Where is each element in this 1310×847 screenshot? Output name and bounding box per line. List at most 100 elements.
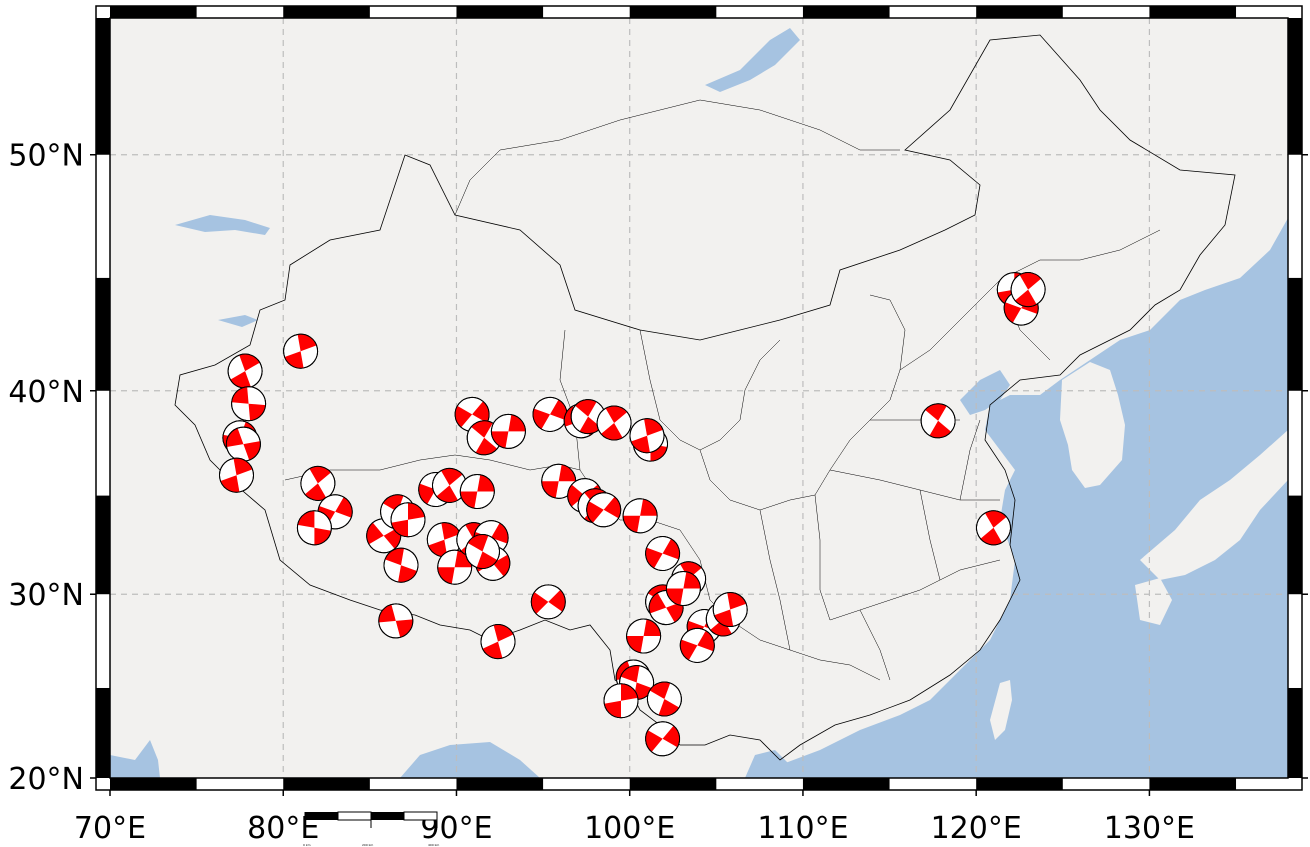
beachball-quadrant [579, 416, 602, 434]
beachball-12 [390, 502, 426, 538]
beachball-quadrant [491, 431, 509, 449]
beachball-outline [383, 547, 419, 583]
beachball-quadrant [297, 510, 315, 528]
beachball-32 [596, 405, 632, 441]
frame-bar-bottom-80 [283, 778, 370, 790]
focal-mechanisms [219, 272, 1046, 757]
beachball-19 [437, 549, 473, 585]
beachball-quadrant [567, 484, 585, 507]
beachball-47 [712, 592, 748, 627]
beachball-quadrant [626, 635, 644, 653]
frame-bar-top-90 [456, 6, 544, 18]
y-tick-label-40: 40°N [8, 375, 84, 410]
beachball-quadrant [437, 567, 455, 584]
beachball-quadrant [640, 499, 658, 516]
scale-bar-segment-2 [337, 811, 372, 821]
beachball-outline [490, 413, 526, 449]
frame-bar-right-20 [1288, 687, 1302, 778]
beachball-quadrant [335, 497, 353, 518]
beachball-quadrant [680, 561, 702, 579]
beachball-quadrant [683, 571, 701, 589]
beachball-quadrant [455, 405, 473, 428]
beachball-quadrant [314, 527, 332, 545]
frame-bar-right-50 [1288, 18, 1302, 155]
lake-balkhash [175, 215, 270, 235]
beachball-outline [1010, 272, 1046, 308]
beachball-2 [227, 353, 263, 389]
scale-bar: 0 km 200 km 400 km [303, 811, 439, 847]
map-canvas [110, 18, 1288, 778]
beachball-outline [629, 418, 665, 454]
map-frame [90, 5, 1308, 796]
frame-bar-left-20 [96, 687, 110, 778]
beachball-outline [646, 681, 682, 717]
frame-bar-top-130 [1149, 6, 1237, 18]
beachball-quadrant [304, 483, 327, 501]
beachball-quadrant [231, 386, 249, 404]
beachball-28 [490, 413, 526, 449]
beachball-quadrant [980, 527, 1002, 545]
beachball-quadrant [548, 589, 566, 612]
beachball-53 [646, 681, 682, 717]
beachball-5 [225, 426, 261, 462]
frame-bar-top-110 [802, 6, 890, 18]
beachball-outline [603, 683, 639, 719]
beachball-49 [626, 618, 662, 654]
beachball-quadrant [472, 401, 490, 423]
x-tick-label-110: 110°E [757, 811, 848, 846]
beachball-quadrant [649, 682, 671, 699]
beachball-quadrant [309, 466, 331, 484]
beachball-34 [629, 418, 665, 454]
beachball-quadrant [985, 510, 1007, 528]
beachball-6 [219, 457, 254, 493]
beachball-outline [465, 534, 500, 569]
scale-label-200: 200 km [362, 843, 373, 847]
beachball-quadrant [645, 547, 663, 569]
beachball-quadrant [454, 550, 472, 568]
beachball-outline [231, 386, 267, 422]
frame-bar-top-70 [110, 6, 197, 18]
beachball-16 [432, 467, 467, 503]
gulf-of-tonkin [745, 750, 800, 778]
beachball-outline [976, 510, 1011, 546]
beachball-quadrant [418, 483, 436, 505]
beachball-38 [586, 492, 622, 528]
beachball-quadrant [1015, 289, 1037, 307]
kyushu [1135, 578, 1172, 625]
beachball-quadrant [605, 406, 628, 423]
frame-bar-left-50 [96, 18, 110, 155]
mongolia-border [454, 99, 900, 216]
beachball-quadrant [493, 624, 514, 642]
pacific-ocean [760, 218, 1288, 778]
bohai-sea [960, 370, 1010, 415]
frame-bar-bottom-110 [802, 778, 890, 790]
beachball-quadrant [550, 399, 567, 421]
beachball-quadrant [601, 423, 623, 440]
beachball-outline [679, 627, 715, 663]
beachball-quadrant [378, 604, 396, 623]
beachball-9 [296, 510, 332, 546]
korean-peninsula [1060, 362, 1125, 488]
beachball-56 [976, 510, 1011, 546]
beachball-quadrant [476, 551, 498, 569]
bay-of-bengal [400, 742, 540, 778]
beachball-quadrant [710, 619, 732, 636]
beachball-quadrant [366, 522, 384, 545]
beachball-outline [645, 536, 681, 571]
beachball-40 [645, 536, 681, 571]
beachball-quadrant [239, 354, 260, 372]
arabian-sea-corner [110, 740, 160, 778]
frame-bar-bottom-90 [456, 778, 544, 790]
scale-bar-segment-1 [305, 812, 338, 820]
beachball-outline [530, 584, 566, 620]
beachball-quadrant [475, 437, 498, 455]
beachball-23 [465, 534, 500, 569]
beachball-quadrant [658, 699, 680, 716]
x-axis-labels: 70°E 80°E 90°E 100°E 110°E 120°E 130°E [74, 811, 1195, 846]
beachball-quadrant [666, 588, 684, 606]
beachball-quadrant [477, 474, 495, 492]
beachball-44 [665, 571, 701, 606]
beachball-18 [426, 522, 462, 558]
beachball-quadrant [491, 522, 509, 544]
